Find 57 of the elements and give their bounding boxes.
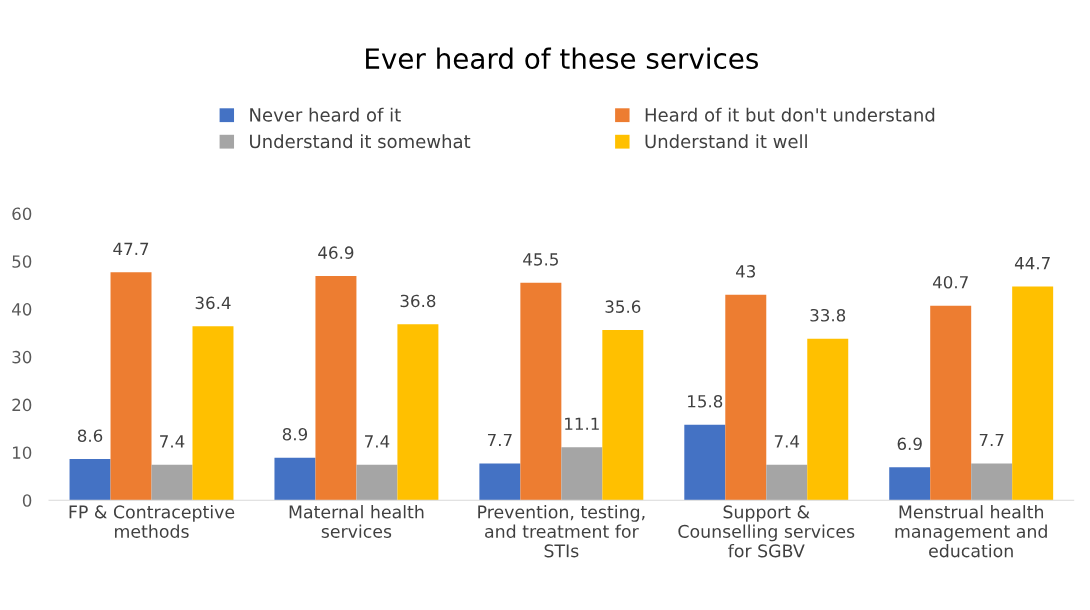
bar <box>889 467 931 501</box>
bar <box>192 326 234 501</box>
bar <box>315 276 357 501</box>
bar <box>1012 286 1054 501</box>
legend-label: Never heard of it <box>250 107 401 122</box>
bar <box>69 459 111 501</box>
y-tick-label: 30 <box>12 350 32 364</box>
data-label: 7.7 <box>979 433 1004 447</box>
bar <box>807 338 849 501</box>
bar <box>520 282 562 501</box>
data-label: 46.9 <box>318 246 354 259</box>
bar <box>766 464 808 501</box>
x-tick-label: Maternal health services <box>289 505 424 538</box>
bar <box>725 294 767 501</box>
data-label: 36.4 <box>195 296 231 310</box>
bar <box>602 330 644 501</box>
data-label: 7.4 <box>365 435 390 448</box>
data-label: 15.8 <box>688 394 723 408</box>
y-tick-label: 60 <box>12 207 32 221</box>
y-tick-label: 40 <box>11 303 32 316</box>
x-tick-label: Prevention, testing, and treatment for STIs <box>478 505 645 558</box>
data-label: 33.8 <box>810 308 846 322</box>
bar <box>971 463 1013 501</box>
y-tick-label: 0 <box>22 494 32 507</box>
data-label: 7.4 <box>160 435 185 448</box>
x-tick-label: Menstrual health management and education <box>895 505 1047 558</box>
data-label: 45.5 <box>523 253 558 266</box>
y-tick-label: 20 <box>12 398 32 412</box>
bar <box>110 272 152 501</box>
legend-label: Understand it somewhat <box>250 134 471 149</box>
data-label: 11.1 <box>565 417 599 430</box>
legend-label: Heard of it but don't understand <box>645 107 935 122</box>
y-tick-label: 10 <box>13 446 32 459</box>
data-label: 43 <box>735 265 756 278</box>
bar <box>561 447 603 501</box>
data-label: 7.7 <box>487 433 512 447</box>
data-label: 8.9 <box>282 427 308 441</box>
y-tick-label: 50 <box>12 255 32 268</box>
data-label: 47.7 <box>113 242 149 255</box>
chart-title: Ever heard of these services <box>366 47 758 70</box>
x-tick-label: Support & Counselling services for SGBV <box>678 505 855 558</box>
bar <box>684 424 726 501</box>
data-label: 40.7 <box>932 276 968 289</box>
bar <box>274 457 316 501</box>
bar <box>151 464 193 501</box>
bar <box>479 463 521 501</box>
data-label: 6.9 <box>897 437 922 451</box>
data-label: 36.8 <box>400 294 436 308</box>
data-label: 8.6 <box>77 429 103 442</box>
bar <box>356 464 398 501</box>
data-label: 35.6 <box>605 300 641 313</box>
bar <box>930 305 972 501</box>
data-label: 7.4 <box>774 435 800 448</box>
data-label: 44.7 <box>1014 257 1050 270</box>
bar <box>397 324 439 501</box>
legend-label: Understand it well <box>645 134 807 149</box>
x-tick-label: FP & Contraceptive methods <box>69 505 235 538</box>
